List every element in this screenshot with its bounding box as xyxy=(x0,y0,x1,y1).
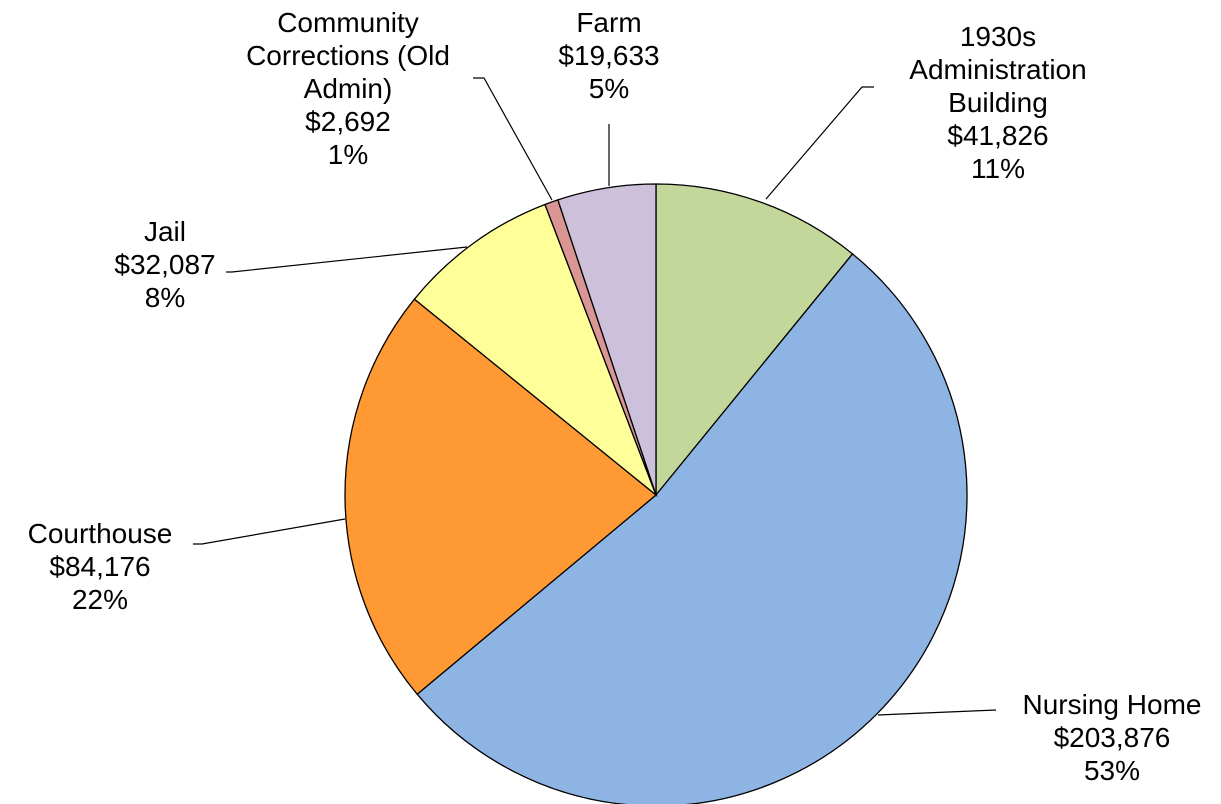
leader-line-0 xyxy=(765,86,874,200)
data-label-0-line-3: $41,826 xyxy=(947,120,1048,151)
leader-lines xyxy=(193,77,997,716)
data-label-0: 1930s Administration Building $41,826 11% xyxy=(909,21,1086,184)
data-label-1-line-0: Nursing Home xyxy=(1023,689,1202,720)
data-label-4-line-0: Community xyxy=(277,7,419,38)
pie-slice-1 xyxy=(416,253,968,804)
data-label-4-line-1: Corrections (Old xyxy=(246,40,450,71)
data-label-2-line-1: $84,176 xyxy=(49,551,150,582)
data-label-3-line-1: $32,087 xyxy=(114,249,215,280)
data-label-4-line-2: Admin) xyxy=(304,73,393,104)
data-labels: 1930s Administration Building $41,826 11% Nur… xyxy=(28,7,1202,786)
data-label-4-line-3: $2,692 xyxy=(305,106,391,137)
data-label-1-line-1: $203,876 xyxy=(1054,722,1171,753)
data-label-5: Farm $19,633 5% xyxy=(558,7,659,104)
data-label-2-line-2: 22% xyxy=(72,584,128,615)
leader-line-4 xyxy=(473,77,553,201)
pie-slice-0 xyxy=(655,183,854,497)
data-label-5-line-0: Farm xyxy=(576,7,641,38)
pie-slice-3 xyxy=(413,203,658,498)
pie-slice-2 xyxy=(344,298,658,696)
pie-slice-5 xyxy=(557,183,657,496)
data-label-5-line-2: 5% xyxy=(589,73,629,104)
leader-line-3 xyxy=(226,246,468,273)
leader-line-2 xyxy=(193,518,346,545)
data-label-0-line-1: Administration xyxy=(909,54,1086,85)
data-label-4-line-4: 1% xyxy=(328,139,368,170)
pie-slices xyxy=(344,183,968,804)
data-label-1-line-2: 53% xyxy=(1084,755,1140,786)
data-label-5-line-1: $19,633 xyxy=(558,40,659,71)
data-label-4: Community Corrections (Old Admin) $2,692 1% xyxy=(246,7,450,170)
data-label-0-line-4: 11% xyxy=(971,153,1025,184)
leader-line-1 xyxy=(877,709,997,716)
data-label-0-line-0: 1930s xyxy=(960,21,1036,52)
data-label-3-line-2: 8% xyxy=(145,282,185,313)
data-label-3-line-0: Jail xyxy=(144,216,186,247)
data-label-0-line-2: Building xyxy=(948,87,1048,118)
data-label-2-line-0: Courthouse xyxy=(28,518,173,549)
data-label-2: Courthouse $84,176 22% xyxy=(28,518,173,615)
data-label-1: Nursing Home $203,876 53% xyxy=(1023,689,1202,786)
data-label-3: Jail $32,087 8% xyxy=(114,216,215,313)
